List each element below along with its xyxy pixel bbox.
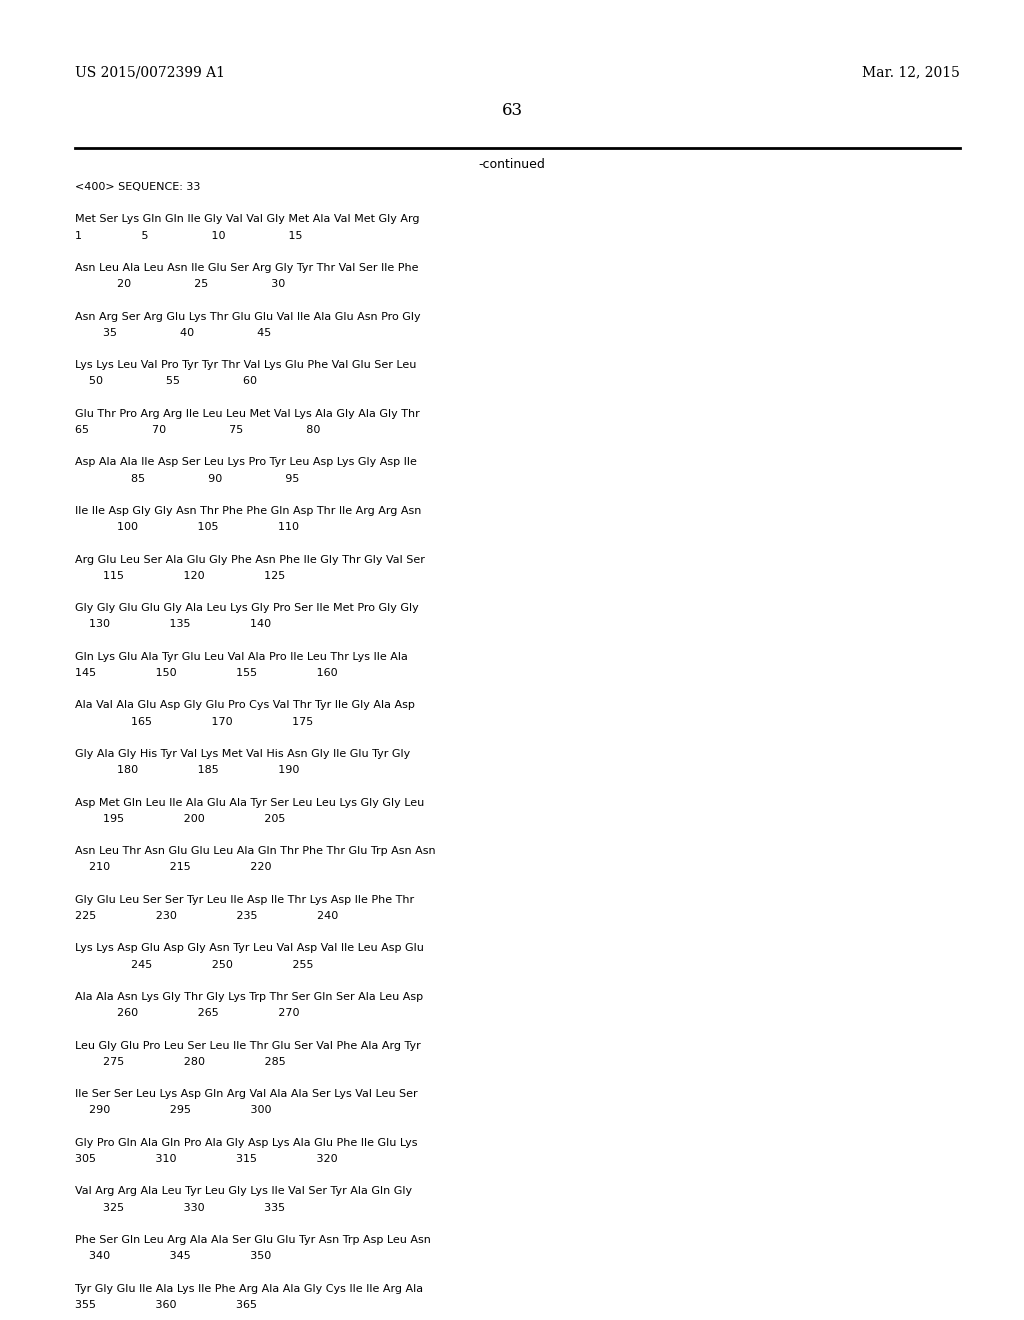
- Text: 50                  55                  60: 50 55 60: [75, 376, 257, 387]
- Text: 115                 120                 125: 115 120 125: [75, 570, 286, 581]
- Text: Val Arg Arg Ala Leu Tyr Leu Gly Lys Ile Val Ser Tyr Ala Gln Gly: Val Arg Arg Ala Leu Tyr Leu Gly Lys Ile …: [75, 1187, 412, 1196]
- Text: Asn Leu Thr Asn Glu Glu Leu Ala Gln Thr Phe Thr Glu Trp Asn Asn: Asn Leu Thr Asn Glu Glu Leu Ala Gln Thr …: [75, 846, 435, 857]
- Text: 340                 345                 350: 340 345 350: [75, 1251, 271, 1261]
- Text: Gly Ala Gly His Tyr Val Lys Met Val His Asn Gly Ile Glu Tyr Gly: Gly Ala Gly His Tyr Val Lys Met Val His …: [75, 748, 411, 759]
- Text: 260                 265                 270: 260 265 270: [75, 1008, 299, 1018]
- Text: Asp Ala Ala Ile Asp Ser Leu Lys Pro Tyr Leu Asp Lys Gly Asp Ile: Asp Ala Ala Ile Asp Ser Leu Lys Pro Tyr …: [75, 458, 417, 467]
- Text: Arg Glu Leu Ser Ala Glu Gly Phe Asn Phe Ile Gly Thr Gly Val Ser: Arg Glu Leu Ser Ala Glu Gly Phe Asn Phe …: [75, 554, 425, 565]
- Text: Mar. 12, 2015: Mar. 12, 2015: [862, 65, 961, 79]
- Text: 85                  90                  95: 85 90 95: [75, 474, 299, 483]
- Text: 145                 150                 155                 160: 145 150 155 160: [75, 668, 338, 678]
- Text: Asn Leu Ala Leu Asn Ile Glu Ser Arg Gly Tyr Thr Val Ser Ile Phe: Asn Leu Ala Leu Asn Ile Glu Ser Arg Gly …: [75, 263, 419, 273]
- Text: Glu Thr Pro Arg Arg Ile Leu Leu Met Val Lys Ala Gly Ala Gly Thr: Glu Thr Pro Arg Arg Ile Leu Leu Met Val …: [75, 409, 420, 418]
- Text: Gly Pro Gln Ala Gln Pro Ala Gly Asp Lys Ala Glu Phe Ile Glu Lys: Gly Pro Gln Ala Gln Pro Ala Gly Asp Lys …: [75, 1138, 418, 1148]
- Text: Leu Gly Glu Pro Leu Ser Leu Ile Thr Glu Ser Val Phe Ala Arg Tyr: Leu Gly Glu Pro Leu Ser Leu Ile Thr Glu …: [75, 1040, 421, 1051]
- Text: 165                 170                 175: 165 170 175: [75, 717, 313, 726]
- Text: 245                 250                 255: 245 250 255: [75, 960, 313, 970]
- Text: 1                 5                  10                  15: 1 5 10 15: [75, 231, 302, 240]
- Text: Tyr Gly Glu Ile Ala Lys Ile Phe Arg Ala Ala Gly Cys Ile Ile Arg Ala: Tyr Gly Glu Ile Ala Lys Ile Phe Arg Ala …: [75, 1283, 423, 1294]
- Text: 63: 63: [502, 102, 522, 119]
- Text: 355                 360                 365: 355 360 365: [75, 1300, 257, 1309]
- Text: 35                  40                  45: 35 40 45: [75, 327, 271, 338]
- Text: 100                 105                 110: 100 105 110: [75, 523, 299, 532]
- Text: Gly Glu Leu Ser Ser Tyr Leu Ile Asp Ile Thr Lys Asp Ile Phe Thr: Gly Glu Leu Ser Ser Tyr Leu Ile Asp Ile …: [75, 895, 414, 904]
- Text: 225                 230                 235                 240: 225 230 235 240: [75, 911, 338, 921]
- Text: Phe Ser Gln Leu Arg Ala Ala Ser Glu Glu Tyr Asn Trp Asp Leu Asn: Phe Ser Gln Leu Arg Ala Ala Ser Glu Glu …: [75, 1236, 431, 1245]
- Text: 20                  25                  30: 20 25 30: [75, 280, 286, 289]
- Text: 210                 215                 220: 210 215 220: [75, 862, 271, 873]
- Text: Lys Lys Leu Val Pro Tyr Tyr Thr Val Lys Glu Phe Val Glu Ser Leu: Lys Lys Leu Val Pro Tyr Tyr Thr Val Lys …: [75, 360, 417, 370]
- Text: 65                  70                  75                  80: 65 70 75 80: [75, 425, 321, 436]
- Text: -continued: -continued: [478, 158, 546, 172]
- Text: 290                 295                 300: 290 295 300: [75, 1105, 271, 1115]
- Text: Asn Arg Ser Arg Glu Lys Thr Glu Glu Val Ile Ala Glu Asn Pro Gly: Asn Arg Ser Arg Glu Lys Thr Glu Glu Val …: [75, 312, 421, 322]
- Text: Ala Ala Asn Lys Gly Thr Gly Lys Trp Thr Ser Gln Ser Ala Leu Asp: Ala Ala Asn Lys Gly Thr Gly Lys Trp Thr …: [75, 993, 423, 1002]
- Text: Lys Lys Asp Glu Asp Gly Asn Tyr Leu Val Asp Val Ile Leu Asp Glu: Lys Lys Asp Glu Asp Gly Asn Tyr Leu Val …: [75, 944, 424, 953]
- Text: Ala Val Ala Glu Asp Gly Glu Pro Cys Val Thr Tyr Ile Gly Ala Asp: Ala Val Ala Glu Asp Gly Glu Pro Cys Val …: [75, 701, 415, 710]
- Text: Asp Met Gln Leu Ile Ala Glu Ala Tyr Ser Leu Leu Lys Gly Gly Leu: Asp Met Gln Leu Ile Ala Glu Ala Tyr Ser …: [75, 797, 424, 808]
- Text: Gln Lys Glu Ala Tyr Glu Leu Val Ala Pro Ile Leu Thr Lys Ile Ala: Gln Lys Glu Ala Tyr Glu Leu Val Ala Pro …: [75, 652, 408, 661]
- Text: US 2015/0072399 A1: US 2015/0072399 A1: [75, 65, 225, 79]
- Text: 275                 280                 285: 275 280 285: [75, 1057, 286, 1067]
- Text: 325                 330                 335: 325 330 335: [75, 1203, 285, 1213]
- Text: 305                 310                 315                 320: 305 310 315 320: [75, 1154, 338, 1164]
- Text: 180                 185                 190: 180 185 190: [75, 766, 299, 775]
- Text: 130                 135                 140: 130 135 140: [75, 619, 271, 630]
- Text: Ile Ile Asp Gly Gly Asn Thr Phe Phe Gln Asp Thr Ile Arg Arg Asn: Ile Ile Asp Gly Gly Asn Thr Phe Phe Gln …: [75, 506, 421, 516]
- Text: Met Ser Lys Gln Gln Ile Gly Val Val Gly Met Ala Val Met Gly Arg: Met Ser Lys Gln Gln Ile Gly Val Val Gly …: [75, 214, 420, 224]
- Text: Gly Gly Glu Glu Gly Ala Leu Lys Gly Pro Ser Ile Met Pro Gly Gly: Gly Gly Glu Glu Gly Ala Leu Lys Gly Pro …: [75, 603, 419, 614]
- Text: Ile Ser Ser Leu Lys Asp Gln Arg Val Ala Ala Ser Lys Val Leu Ser: Ile Ser Ser Leu Lys Asp Gln Arg Val Ala …: [75, 1089, 418, 1100]
- Text: <400> SEQUENCE: 33: <400> SEQUENCE: 33: [75, 182, 201, 191]
- Text: 195                 200                 205: 195 200 205: [75, 814, 286, 824]
